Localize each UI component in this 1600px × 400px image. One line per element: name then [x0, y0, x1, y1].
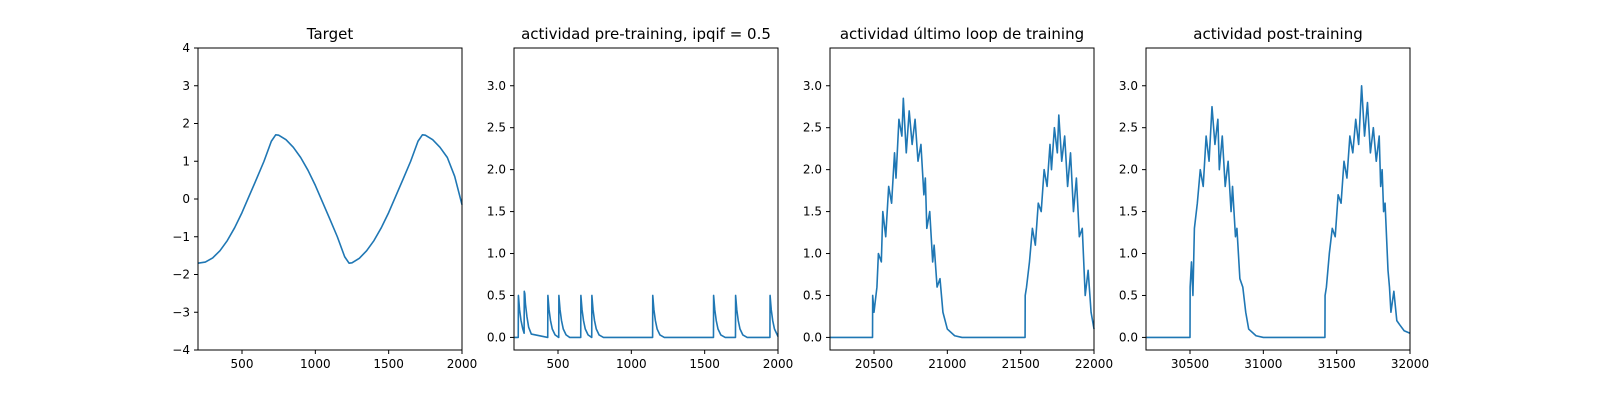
- plot-frame-4: [1145, 47, 1411, 351]
- x-tick-label: 31500: [1318, 357, 1356, 371]
- y-tick-label: 2.0: [1119, 163, 1138, 177]
- series-line-2: [514, 290, 779, 339]
- y-tick-label: −4: [172, 343, 190, 357]
- y-tick-label: 2.5: [487, 121, 506, 135]
- y-tick-label: 0.0: [803, 330, 822, 344]
- y-tick-label: 3: [182, 79, 190, 93]
- y-tick-label: −2: [172, 268, 190, 282]
- y-tick-label: 1.0: [1119, 247, 1138, 261]
- x-tick-label: 30500: [1171, 357, 1209, 371]
- y-tick-label: 3.0: [1119, 79, 1138, 93]
- y-tick-label: 0.5: [803, 288, 822, 302]
- x-tick-label: 21500: [1002, 357, 1040, 371]
- y-tick-label: 2.5: [1119, 121, 1138, 135]
- y-tick-label: −3: [172, 305, 190, 319]
- series-line-1: [197, 134, 463, 264]
- y-tick-label: 2.0: [487, 163, 506, 177]
- y-tick-label: 1.0: [803, 247, 822, 261]
- x-tick-label: 32000: [1391, 357, 1429, 371]
- x-tick-label: 2000: [763, 357, 794, 371]
- x-tick-label: 31000: [1244, 357, 1282, 371]
- y-tick-label: −1: [172, 230, 190, 244]
- plot-frame-3: [829, 47, 1095, 351]
- y-tick-label: 0.0: [487, 330, 506, 344]
- x-tick-label: 1500: [373, 357, 404, 371]
- chart-title-1: Target: [306, 25, 354, 43]
- y-tick-label: 3.0: [803, 79, 822, 93]
- y-tick-label: 3.0: [487, 79, 506, 93]
- y-tick-label: 0.5: [487, 288, 506, 302]
- x-tick-label: 22000: [1075, 357, 1113, 371]
- y-tick-label: 2.0: [803, 163, 822, 177]
- x-tick-label: 1500: [689, 357, 720, 371]
- x-tick-label: 1000: [300, 357, 331, 371]
- x-tick-label: 1000: [616, 357, 647, 371]
- chart-panel-2: actividad pre-training, ipqif = 0.5 500 10…: [487, 25, 793, 371]
- chart-title-2: actividad pre-training, ipqif = 0.5: [521, 25, 771, 43]
- x-tick-label: 21000: [928, 357, 966, 371]
- chart-panel-4: actividad post-training 30500 31000 31500 32…: [1119, 25, 1429, 371]
- plot-frame-1: [197, 47, 463, 351]
- series-line-4: [1146, 84, 1411, 339]
- chart-panel-1: Target 500 1000 1500 2000 −4 −3 −2 −1 0 1 2 3 4: [172, 25, 477, 371]
- y-tick-label: 2: [182, 117, 190, 131]
- y-tick-label: 1.0: [487, 247, 506, 261]
- plot-frame-2: [513, 47, 779, 351]
- y-tick-label: 1.5: [1119, 205, 1138, 219]
- chart-title-4: actividad post-training: [1193, 25, 1362, 43]
- x-tick-label: 500: [231, 357, 254, 371]
- y-tick-label: 4: [182, 41, 190, 55]
- chart-title-3: actividad último loop de training: [840, 25, 1084, 43]
- series-line-3: [830, 97, 1095, 339]
- y-tick-label: 0.5: [1119, 288, 1138, 302]
- y-tick-label: 2.5: [803, 121, 822, 135]
- y-tick-label: 1: [182, 154, 190, 168]
- x-tick-label: 20500: [855, 357, 893, 371]
- x-tick-label: 500: [547, 357, 570, 371]
- x-tick-label: 2000: [447, 357, 478, 371]
- y-tick-label: 0: [182, 192, 190, 206]
- y-tick-label: 1.5: [803, 205, 822, 219]
- chart-panel-3: actividad último loop de training 20500 21…: [803, 25, 1113, 371]
- y-tick-label: 1.5: [487, 205, 506, 219]
- y-tick-label: 0.0: [1119, 330, 1138, 344]
